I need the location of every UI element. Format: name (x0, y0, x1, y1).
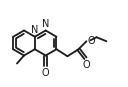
Text: O: O (88, 36, 96, 46)
Text: N: N (31, 25, 39, 35)
Text: N: N (42, 19, 49, 29)
Text: O: O (83, 60, 90, 70)
Text: O: O (42, 68, 49, 78)
